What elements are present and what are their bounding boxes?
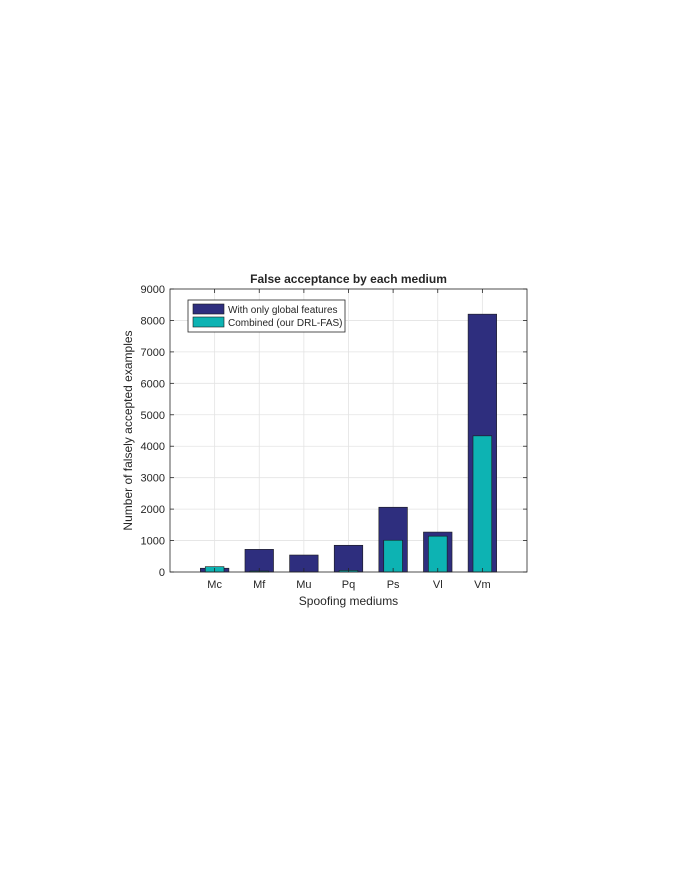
y-tick-label: 3000 [141, 473, 165, 485]
y-tick-label: 7000 [141, 347, 165, 359]
y-tick-label: 1000 [141, 536, 165, 548]
legend: With only global features Combined (our … [187, 299, 346, 333]
y-tick-label: 8000 [141, 315, 165, 327]
x-tick-label: Mc [207, 579, 222, 591]
x-axis-label: Spoofing mediums [299, 594, 398, 608]
x-tick-label: Mf [253, 579, 266, 591]
y-tick-label: 9000 [141, 284, 165, 296]
x-tick-label: Vl [433, 579, 443, 591]
tick-marks [170, 288, 527, 573]
legend-label-combined: Combined (our DRL-FAS) [228, 318, 342, 329]
legend-swatch-combined [192, 316, 225, 328]
y-tick-label: 5000 [141, 410, 165, 422]
legend-swatch-global [192, 303, 225, 315]
y-axis-label: Number of falsely accepted examples [121, 330, 135, 530]
bar-combined-vm [472, 435, 493, 573]
y-tick-label: 6000 [141, 378, 165, 390]
x-tick-label: Mu [296, 579, 311, 591]
legend-label-global: With only global features [228, 305, 338, 316]
bar-global-pq [333, 544, 364, 573]
tick-labels: 0 1000 2000 3000 4000 5000 6000 7000 8000 9000 Mc M… [141, 284, 491, 591]
bar-combined-vl [428, 535, 448, 573]
x-tick-label: Pq [342, 579, 355, 591]
y-tick-label: 0 [159, 567, 165, 579]
bar-combined-ps [383, 539, 403, 573]
x-tick-label: Vm [474, 579, 491, 591]
chart-title: False acceptance by each medium [250, 272, 447, 286]
x-tick-label: Ps [387, 579, 400, 591]
bars [200, 313, 497, 573]
y-tick-label: 2000 [141, 504, 165, 516]
y-tick-label: 4000 [141, 441, 165, 453]
